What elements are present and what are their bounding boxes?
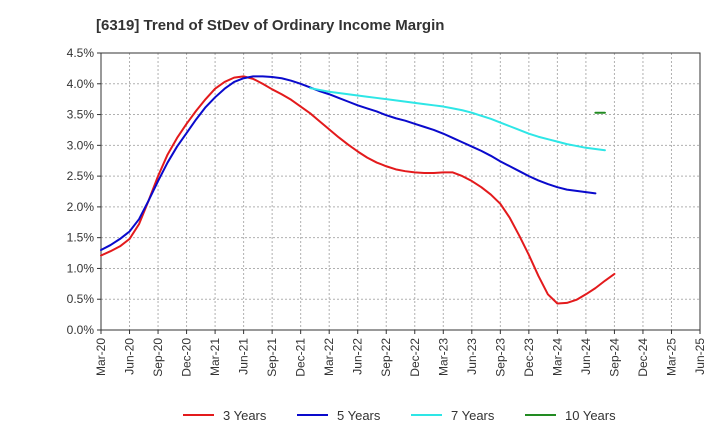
y-tick-label: 0.5%: [67, 292, 95, 306]
y-tick-label: 1.0%: [67, 261, 95, 275]
plot-area: [101, 53, 700, 330]
y-tick-label: 0.0%: [67, 323, 95, 337]
series-lines: [100, 75, 616, 305]
x-tick-label: Sep-24: [607, 338, 621, 377]
y-tick-label: 4.5%: [67, 46, 95, 60]
x-tick-label: Sep-22: [379, 338, 393, 377]
x-tick-label: Dec-23: [522, 338, 536, 377]
x-tick-label: Sep-21: [265, 338, 279, 377]
y-tick-label: 1.5%: [67, 231, 95, 245]
plot-frame: [100, 52, 701, 331]
x-tick-label: Sep-20: [151, 338, 165, 377]
y-axis: 0.0% 0.5% 1.0% 1.5% 2.0% 2.5% 3.0% 3.5% 4.0% 4.5%: [67, 46, 101, 337]
x-tick-label: Jun-21: [237, 338, 251, 375]
y-tick-label: 3.5%: [67, 108, 95, 122]
legend: 3 Years 5 Years 7 Years 10 Years: [183, 408, 616, 423]
y-tick-label: 3.0%: [67, 138, 95, 152]
x-tick-label: Mar-22: [322, 338, 336, 376]
x-tick-label: Mar-23: [436, 338, 450, 376]
x-tick-label: Dec-22: [408, 338, 422, 377]
x-tick-label: Jun-23: [465, 338, 479, 375]
x-tick-label: Mar-21: [208, 338, 222, 376]
y-tick-label: 2.0%: [67, 200, 95, 214]
x-tick-label: Jun-25: [693, 338, 707, 375]
x-tick-label: Sep-23: [493, 338, 507, 377]
x-tick-label: Jun-20: [123, 338, 137, 375]
legend-label: 10 Years: [565, 408, 616, 423]
y-tick-label: 2.5%: [67, 169, 95, 183]
x-tick-label: Mar-25: [664, 338, 678, 376]
x-tick-label: Dec-20: [180, 338, 194, 377]
chart-title: [6319] Trend of StDev of Ordinary Income…: [96, 17, 444, 34]
legend-label: 7 Years: [451, 408, 495, 423]
x-tick-label: Dec-21: [294, 338, 308, 377]
x-tick-label: Mar-24: [550, 338, 564, 376]
series-line-3-years: [100, 75, 616, 305]
series-line-7-years: [309, 87, 606, 152]
x-tick-label: Mar-20: [94, 338, 108, 376]
legend-label: 5 Years: [337, 408, 381, 423]
x-axis: Mar-20 Jun-20 Sep-20 Dec-20 Mar-21 Jun-21 Sep-…: [94, 330, 707, 377]
x-tick-label: Jun-24: [579, 338, 593, 375]
legend-label: 3 Years: [223, 408, 267, 423]
y-tick-label: 4.0%: [67, 77, 95, 91]
x-tick-label: Dec-24: [636, 338, 650, 377]
series-line-5-years: [100, 75, 597, 251]
x-tick-label: Jun-22: [351, 338, 365, 375]
